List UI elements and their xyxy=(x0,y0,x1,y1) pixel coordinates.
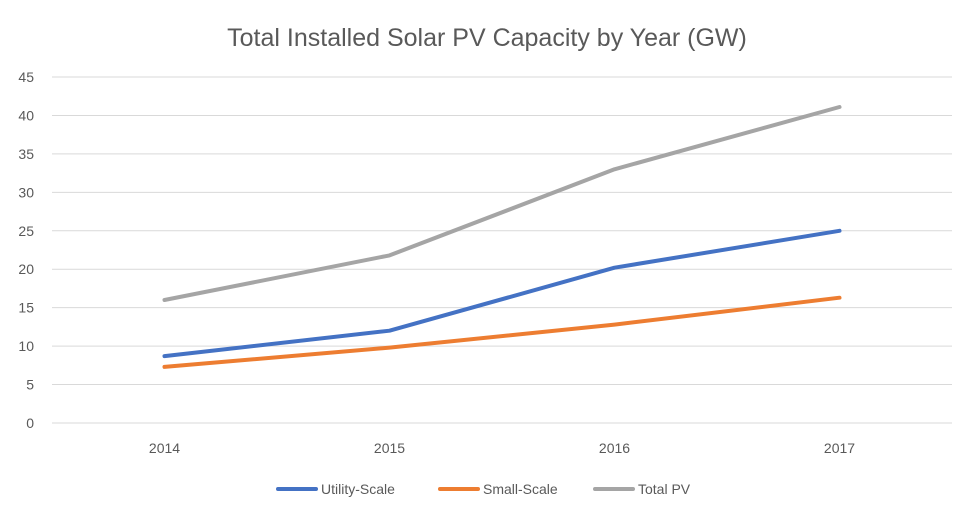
y-tick-label: 45 xyxy=(18,69,34,85)
gridlines xyxy=(52,76,952,424)
y-tick-label: 10 xyxy=(18,338,34,354)
series-line-total-pv xyxy=(162,105,842,302)
y-tick-label: 35 xyxy=(18,146,34,162)
x-tick-label: 2016 xyxy=(599,440,630,456)
series-line-utility-scale xyxy=(162,228,842,359)
series-line-small-scale xyxy=(162,295,842,369)
x-tick-label: 2017 xyxy=(824,440,855,456)
x-tick-label: 2015 xyxy=(374,440,405,456)
y-tick-label: 0 xyxy=(26,415,34,431)
chart-title: Total Installed Solar PV Capacity by Yea… xyxy=(227,24,747,52)
legend-label: Small-Scale xyxy=(483,481,558,497)
x-axis-ticks: 2014 2015 2016 2017 xyxy=(149,440,855,456)
y-tick-label: 25 xyxy=(18,223,34,239)
y-tick-label: 5 xyxy=(26,377,34,393)
x-tick-label: 2014 xyxy=(149,440,180,456)
legend-label: Total PV xyxy=(638,481,691,497)
y-axis-ticks: 0 5 10 15 20 25 30 35 40 45 xyxy=(18,69,34,431)
legend: Utility-Scale Small-Scale Total PV xyxy=(276,481,691,497)
y-tick-label: 40 xyxy=(18,107,34,123)
y-tick-label: 30 xyxy=(18,184,34,200)
y-tick-label: 15 xyxy=(18,300,34,316)
y-tick-label: 20 xyxy=(18,261,34,277)
series-lines xyxy=(162,105,842,369)
legend-label: Utility-Scale xyxy=(321,481,395,497)
